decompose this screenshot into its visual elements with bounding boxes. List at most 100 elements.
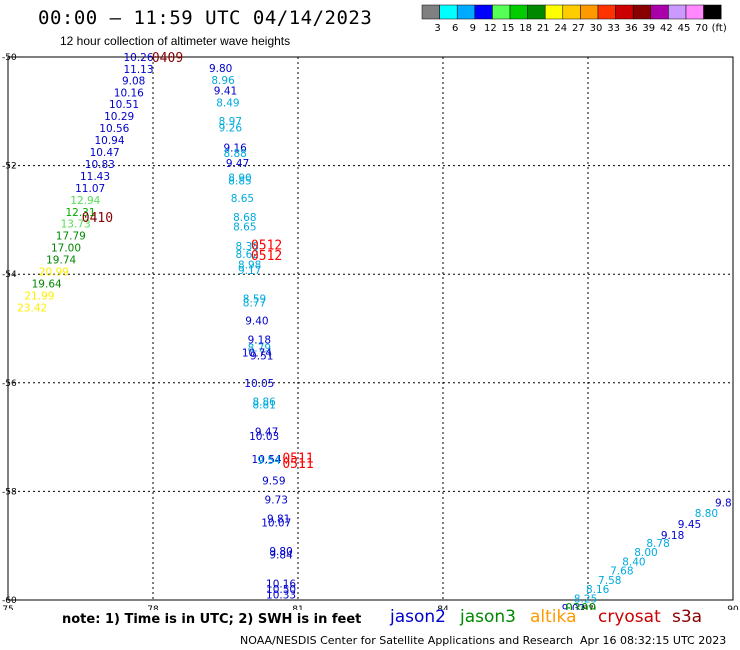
wave-height-label: 10.26 bbox=[123, 52, 153, 64]
colorbar-label: 30 bbox=[590, 23, 603, 34]
colorbar-label: 15 bbox=[502, 23, 515, 34]
wave-height-label: 19.74 bbox=[46, 255, 76, 267]
wave-height-label: 10.33 bbox=[266, 590, 296, 602]
wave-height-label: 9.16 bbox=[223, 143, 247, 155]
wave-height-label: 8.79 bbox=[248, 343, 271, 355]
wave-height-label: 9.26 bbox=[219, 123, 243, 135]
wave-height-label: 9.45 bbox=[678, 519, 701, 531]
wave-height-label: 8.25 bbox=[574, 593, 597, 605]
wave-height-label: 9.08 bbox=[122, 75, 145, 87]
lon-tick-label: 90 bbox=[727, 605, 739, 610]
wave-height-label: 12.31 bbox=[65, 207, 95, 219]
pass-time-label: 0309 bbox=[565, 602, 596, 610]
lat-tick-label: -50 bbox=[2, 53, 17, 63]
pass-time-label: 0409 bbox=[152, 51, 183, 66]
colorbar-label: 70 bbox=[695, 23, 708, 34]
wave-height-label: 21.99 bbox=[24, 290, 54, 302]
lon-tick-label: 84 bbox=[437, 605, 449, 610]
wave-height-label: 9.47 bbox=[255, 427, 278, 439]
wave-height-label: 8.62 bbox=[236, 249, 259, 261]
colorbar-label: 3 bbox=[434, 23, 440, 34]
pass-time-label: 0511 bbox=[282, 452, 313, 467]
colorbar-label: 42 bbox=[660, 23, 673, 34]
lon-tick-label: 87 bbox=[582, 605, 593, 610]
wave-height-label: 8.86 bbox=[252, 396, 276, 408]
wave-height-label: 10.16 bbox=[114, 87, 144, 99]
wave-height-label: 10.50 bbox=[266, 584, 296, 596]
lon-tick-label: 81 bbox=[292, 605, 303, 610]
wave-height-label: 12.94 bbox=[70, 195, 100, 207]
wave-height-label: 8.88 bbox=[223, 148, 246, 160]
pass-time-label: 0512 bbox=[251, 238, 282, 253]
colorbar-swatch bbox=[703, 4, 722, 20]
mission-legend-item: s3a bbox=[672, 607, 703, 627]
plot-frame bbox=[7, 56, 734, 601]
wave-height-label: 9.59 bbox=[262, 476, 285, 488]
map-subtitle: 12 hour collection of altimeter wave hei… bbox=[60, 34, 291, 48]
wave-height-label: 10.05 bbox=[244, 378, 274, 390]
wave-height-label: 9.51 bbox=[250, 351, 273, 363]
wave-height-label: 9.18 bbox=[661, 530, 684, 542]
wave-height-label: 9.80 bbox=[209, 63, 232, 75]
wave-height-label: 10.51 bbox=[109, 99, 139, 111]
colorbar-label: 24 bbox=[554, 23, 567, 34]
wave-height-label: 23.42 bbox=[17, 302, 47, 314]
wave-height-label: 9.41 bbox=[214, 86, 237, 98]
wave-height-label: 10.47 bbox=[90, 147, 120, 159]
wave-height-label: 10.07 bbox=[261, 517, 291, 529]
wave-height-label: 8.81 bbox=[252, 400, 275, 412]
wave-height-label: 8.68 bbox=[233, 212, 256, 224]
wave-height-label: 9.80 bbox=[269, 546, 292, 558]
wave-height-label: 10.54 bbox=[252, 454, 282, 466]
wave-height-label: 10.94 bbox=[94, 135, 124, 147]
map-plot-area: 75 78 81 84 87 90 -50 -52 -54 -56 -58 -60 10.2611.13… bbox=[2, 51, 739, 610]
lat-tick-label: -60 bbox=[2, 596, 17, 606]
wave-height-label: 8.77 bbox=[243, 297, 266, 309]
colorbar-label: 12 bbox=[484, 23, 497, 34]
wave-height-label: 17.00 bbox=[51, 243, 81, 255]
wave-height-label: 8.90 bbox=[228, 173, 251, 185]
wave-height-label: 8.65 bbox=[231, 193, 254, 205]
wave-height-label: 19.64 bbox=[32, 278, 62, 290]
wave-height-label: 10.29 bbox=[104, 111, 134, 123]
wave-height-label: 8.85 bbox=[228, 175, 251, 187]
mission-legend-item: jason2 bbox=[390, 607, 446, 627]
wave-height-label: 8.78 bbox=[646, 538, 669, 550]
wave-height-label: 8.97 bbox=[219, 116, 242, 128]
wave-height-label: 9.84 bbox=[269, 549, 293, 561]
wave-height-label: 9.73 bbox=[265, 495, 288, 507]
generation-timestamp: Apr 16 08:32:15 UTC 2023 bbox=[580, 634, 727, 647]
lat-tick-label: -58 bbox=[2, 487, 17, 497]
wave-height-label: 9.17 bbox=[238, 265, 261, 277]
colorbar-label: 27 bbox=[572, 23, 585, 34]
colorbar-label: 21 bbox=[537, 23, 550, 34]
lat-tick-label: -54 bbox=[2, 270, 17, 280]
wave-height-label: 9.02 bbox=[562, 603, 585, 610]
wave-height-label: 17.79 bbox=[56, 231, 86, 243]
map-title: 00:00 – 11:59 UTC 04/14/2023 bbox=[38, 7, 373, 29]
wave-height-label: 11.43 bbox=[80, 171, 110, 183]
wave-height-label: 11.07 bbox=[75, 183, 105, 195]
wave-height-label: 8.49 bbox=[216, 98, 239, 110]
footnote: note: 1) Time is in UTC; 2) SWH is in fe… bbox=[62, 612, 362, 627]
wave-height-label: 8.98 bbox=[238, 259, 261, 271]
pass-time-label: 0512 bbox=[251, 249, 282, 264]
wave-height-label: 8.59 bbox=[243, 294, 266, 306]
colorbar-label: 6 bbox=[452, 23, 458, 34]
wave-height-label: 13.73 bbox=[61, 219, 91, 231]
wave-height-label: 9.40 bbox=[245, 315, 268, 327]
wave-height-label: 10.56 bbox=[99, 123, 129, 135]
lon-tick-label: 75 bbox=[2, 605, 13, 610]
wave-height-label: 8.38 bbox=[236, 241, 259, 253]
wave-height-label: 10.03 bbox=[249, 431, 279, 443]
credit-line: NOAA/NESDIS Center for Satellite Applica… bbox=[240, 634, 574, 647]
pass-time-label: 0511 bbox=[282, 457, 313, 472]
mission-legend-item: altika bbox=[530, 607, 577, 627]
colorbar-label: (ft) bbox=[712, 23, 727, 34]
wave-height-label: 20.99 bbox=[39, 266, 69, 278]
colorbar-label: 33 bbox=[607, 23, 620, 34]
lat-tick-label: -52 bbox=[2, 162, 17, 172]
colorbar-label: 45 bbox=[678, 23, 691, 34]
wave-height-label: 10.74 bbox=[242, 347, 272, 359]
pass-time-label: 0410 bbox=[82, 211, 113, 226]
